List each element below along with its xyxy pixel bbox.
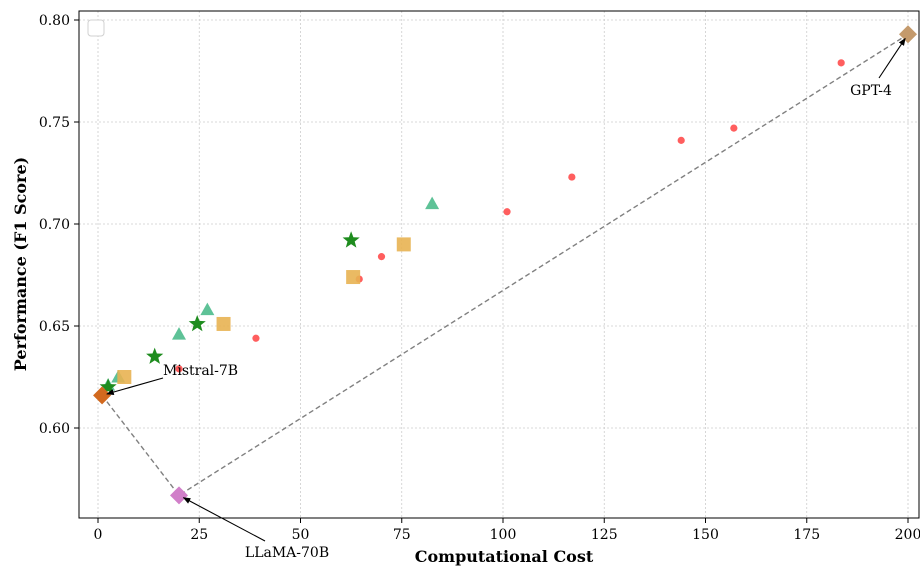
y-axis-title: Performance (F1 Score) xyxy=(11,157,30,371)
square-point xyxy=(117,370,132,384)
y-tick-label: 0.65 xyxy=(39,319,70,335)
x-tick-label: 50 xyxy=(292,527,310,543)
y-tick-label: 0.70 xyxy=(39,217,70,233)
star-point xyxy=(342,231,360,248)
legend-box xyxy=(87,19,105,37)
model-diamond xyxy=(170,486,188,505)
x-axis-title: Computational Cost xyxy=(415,547,594,566)
model-markers xyxy=(93,25,917,505)
x-tick-label: 175 xyxy=(793,527,820,543)
data-points xyxy=(99,59,845,395)
x-tick-label: 25 xyxy=(190,527,208,543)
star-point xyxy=(188,315,206,332)
grid-lines xyxy=(79,11,919,518)
y-tick-label: 0.60 xyxy=(39,421,70,437)
frontier-line xyxy=(101,33,909,497)
y-tick-label: 0.75 xyxy=(39,115,70,131)
annotation-label: Mistral-7B xyxy=(163,363,238,379)
x-tick-label: 75 xyxy=(393,527,411,543)
circle-point xyxy=(377,253,386,261)
triangle-point xyxy=(172,327,186,340)
x-tick-label: 150 xyxy=(692,527,719,543)
frontier-dashed-line xyxy=(101,33,909,497)
square-point xyxy=(346,270,361,285)
annotation-label: LLaMA-70B xyxy=(245,545,329,561)
star-point xyxy=(146,347,164,364)
circle-point xyxy=(837,59,845,67)
model-diamond xyxy=(899,25,917,44)
annotation-arrow xyxy=(106,377,164,396)
star-point xyxy=(99,378,117,395)
circle-point xyxy=(730,124,738,132)
circle-point xyxy=(175,365,183,373)
square-point xyxy=(216,316,231,331)
annotations: Mistral-7B LLaMA-70B GPT-4 xyxy=(106,37,906,561)
plot-frame xyxy=(78,10,920,519)
triangle-point xyxy=(425,196,440,210)
circle-point xyxy=(568,173,576,181)
triangle-point xyxy=(200,302,215,316)
x-tick-label: 0 xyxy=(94,527,103,543)
axis-ticks: 0 25 50 75 100 125 150 175 200 0.60 0.65 0.70 0.75 0.… xyxy=(39,13,920,543)
x-tick-label: 200 xyxy=(895,527,920,543)
annotation-arrow xyxy=(878,37,906,79)
circle-point xyxy=(503,208,511,216)
circle-point xyxy=(677,136,685,144)
x-tick-label: 125 xyxy=(591,527,618,543)
y-tick-label: 0.80 xyxy=(39,13,70,29)
annotation-label: GPT-4 xyxy=(850,83,892,99)
x-tick-label: 100 xyxy=(490,527,517,543)
annotation-arrow xyxy=(182,497,266,542)
circle-point xyxy=(252,334,260,342)
square-point xyxy=(396,237,411,252)
